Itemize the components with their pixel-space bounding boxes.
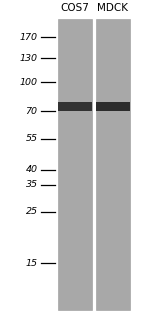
Text: 40: 40 [26,165,38,174]
Text: 130: 130 [20,54,38,63]
Text: 100: 100 [20,78,38,87]
Text: COS7: COS7 [60,3,89,13]
Bar [58,19,92,310]
Text: 35: 35 [26,180,38,189]
Text: 70: 70 [26,107,38,116]
Text: 55: 55 [26,134,38,143]
Bar [96,19,130,310]
Text: 15: 15 [26,259,38,268]
Text: 25: 25 [26,207,38,216]
Bar [96,102,130,111]
Bar [58,102,92,111]
Text: 170: 170 [20,33,38,42]
Text: MDCK: MDCK [97,3,128,13]
